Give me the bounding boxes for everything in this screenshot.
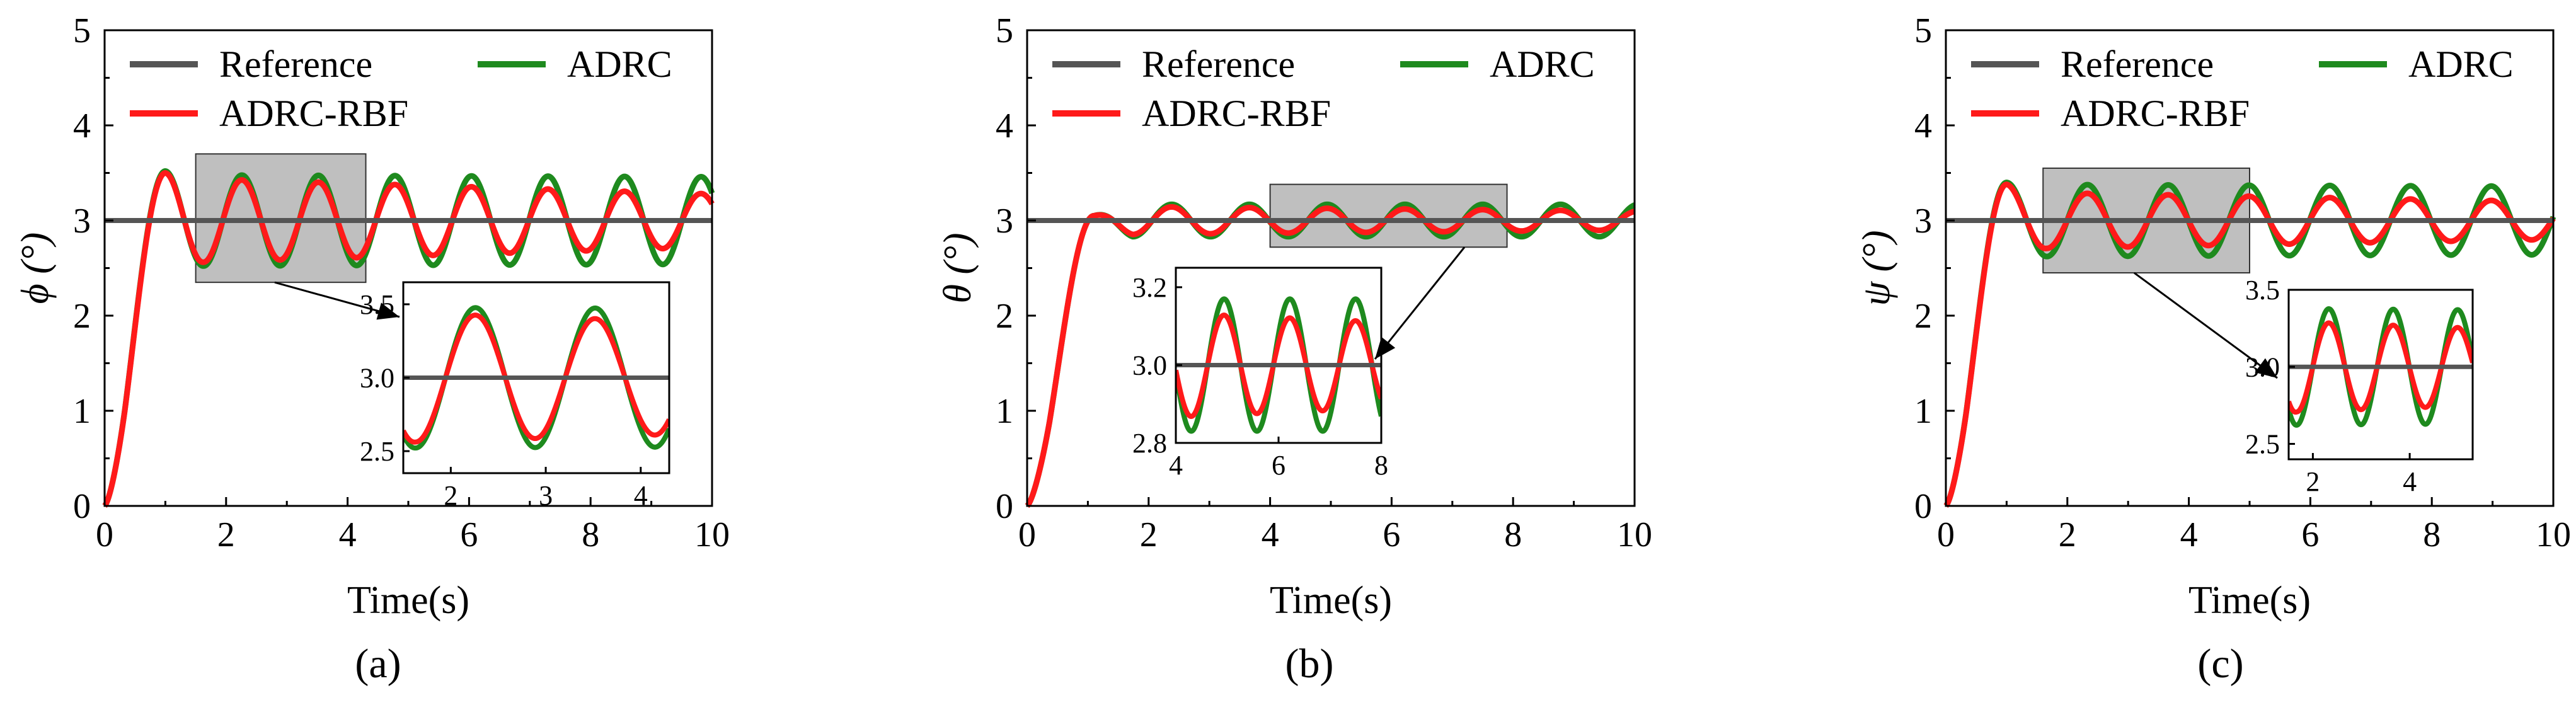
y-tick-label: 0 bbox=[73, 487, 91, 526]
inset-x-tick-label: 2 bbox=[2306, 466, 2320, 497]
x-tick-label: 0 bbox=[1937, 515, 1955, 554]
zoom-arrow-head bbox=[2255, 358, 2277, 378]
x-tick-label: 4 bbox=[339, 515, 357, 554]
inset-y-tick-label: 3.0 bbox=[1132, 350, 1167, 381]
inset-y-tick-label: 2.5 bbox=[2245, 429, 2280, 460]
inset-y-tick-label: 2.8 bbox=[1132, 428, 1167, 459]
y-tick-label: 3 bbox=[73, 202, 91, 241]
y-tick-label: 1 bbox=[1914, 392, 1932, 431]
y-tick-label: 3 bbox=[1914, 202, 1932, 241]
inset-lines bbox=[2289, 306, 2473, 428]
x-tick-label: 4 bbox=[2180, 515, 2198, 554]
inset-lines bbox=[403, 305, 669, 451]
y-tick-label: 2 bbox=[996, 297, 1013, 336]
legend: Reference ADRC ADRC-RBF bbox=[1052, 43, 1595, 134]
zoom-arrow-line bbox=[2133, 272, 2278, 379]
x-axis-label: Time(s) bbox=[347, 579, 469, 622]
x-tick-label: 8 bbox=[582, 515, 599, 554]
legend: Reference ADRC ADRC-RBF bbox=[1971, 43, 2514, 134]
y-tick-label: 2 bbox=[1914, 297, 1932, 336]
y-tick-label: 4 bbox=[1914, 106, 1932, 146]
panel-label: (b) bbox=[1285, 641, 1334, 687]
y-tick-label: 0 bbox=[1914, 487, 1932, 526]
legend: Reference ADRC ADRC-RBF bbox=[130, 43, 672, 134]
x-tick-label: 8 bbox=[1504, 515, 1522, 554]
legend-label: ADRC-RBF bbox=[219, 93, 408, 134]
x-tick-label: 0 bbox=[96, 515, 113, 554]
legend-label: ADRC-RBF bbox=[2061, 93, 2250, 134]
y-tick-label: 3 bbox=[996, 202, 1013, 241]
series-line-adrc-rbf bbox=[1025, 203, 1637, 508]
legend-label: Reference bbox=[2061, 43, 2214, 85]
x-tick-label: 0 bbox=[1018, 515, 1036, 554]
x-tick-label: 10 bbox=[2536, 515, 2571, 554]
inset-y-tick-label: 3.0 bbox=[360, 363, 394, 394]
panel-b: 0 2 4 6 8 10 0 1 2 3 4 5 Time(s) θ (°) Reference ADRC AD… bbox=[936, 11, 1652, 687]
y-tick-label: 4 bbox=[996, 106, 1013, 146]
y-tick-label: 4 bbox=[73, 106, 91, 146]
panel-a: 0 2 4 6 8 10 0 1 2 3 4 5 Time(s) ϕ (°) Reference ADRC AD… bbox=[14, 11, 730, 687]
y-tick-label: 1 bbox=[73, 392, 91, 431]
x-tick-label: 10 bbox=[694, 515, 730, 554]
x-axis-label: Time(s) bbox=[1270, 579, 1392, 622]
zoom-arrow-line bbox=[1374, 246, 1466, 360]
y-tick-label: 5 bbox=[73, 11, 91, 50]
x-tick-label: 6 bbox=[1383, 515, 1400, 554]
inset-x-tick-label: 3 bbox=[539, 480, 553, 511]
legend-label: Reference bbox=[219, 43, 372, 85]
panel-c: 0 2 4 6 8 10 0 1 2 3 4 5 Time(s) ψ (°) Reference ADRC AD… bbox=[1855, 11, 2571, 687]
zoom-arrow-head bbox=[376, 302, 400, 320]
x-tick-label: 2 bbox=[2059, 515, 2076, 554]
x-tick-label: 2 bbox=[217, 515, 235, 554]
inset-background bbox=[2289, 290, 2473, 459]
legend-label: Reference bbox=[1142, 43, 1295, 85]
legend-label: ADRC bbox=[1490, 43, 1595, 85]
x-tick-label: 4 bbox=[1262, 515, 1279, 554]
inset-frame bbox=[2287, 289, 2474, 461]
inset-lines bbox=[1176, 296, 1381, 434]
x-tick-label: 8 bbox=[2423, 515, 2441, 554]
inset-y-tick-label: 3.2 bbox=[1132, 272, 1167, 303]
inset-x-tick-label: 8 bbox=[1374, 450, 1388, 481]
inset-x-tick-label: 4 bbox=[634, 480, 648, 511]
series-line-adrc-rbf bbox=[102, 170, 715, 508]
inset-x-tick-label: 6 bbox=[1272, 450, 1285, 481]
inset-y-tick-label: 2.5 bbox=[360, 436, 394, 467]
inset-x-tick-label: 4 bbox=[2403, 466, 2417, 497]
inset-background bbox=[1176, 268, 1381, 443]
series-line-adrc-rbf bbox=[1943, 181, 2556, 508]
y-tick-label: 0 bbox=[996, 487, 1013, 526]
zoom-arrow-head bbox=[1375, 336, 1396, 359]
y-axis-label: ψ (°) bbox=[1855, 230, 1898, 306]
inset-x-tick-label: 4 bbox=[1169, 450, 1183, 481]
series-line-adrc bbox=[1943, 180, 2556, 508]
y-tick-label: 5 bbox=[996, 11, 1013, 50]
inset-plot: 4 6 8 2.8 3.0 3.2 bbox=[1132, 267, 1388, 481]
inset-y-tick-label: 3.5 bbox=[2245, 275, 2280, 306]
inset-plot: 242.53.03.5 bbox=[2245, 275, 2474, 497]
inset-series-line-adrc-rbf bbox=[1176, 312, 1381, 419]
x-tick-label: 6 bbox=[2301, 515, 2319, 554]
panel-label: (c) bbox=[2197, 641, 2243, 687]
y-tick-label: 5 bbox=[1914, 11, 1932, 50]
legend-label: ADRC bbox=[2408, 43, 2514, 85]
inset-plot: 2 3 42.53.03.5 bbox=[360, 281, 670, 511]
x-tick-label: 10 bbox=[1617, 515, 1652, 554]
legend-label: ADRC-RBF bbox=[1142, 93, 1331, 134]
y-axis-label: ϕ (°) bbox=[14, 232, 57, 304]
y-tick-label: 1 bbox=[996, 392, 1013, 431]
y-axis-label: θ (°) bbox=[936, 232, 979, 303]
x-tick-label: 6 bbox=[460, 515, 478, 554]
x-tick-label: 2 bbox=[1140, 515, 1158, 554]
y-tick-label: 2 bbox=[73, 297, 91, 336]
legend-label: ADRC bbox=[567, 43, 672, 85]
inset-x-tick-label: 2 bbox=[444, 480, 457, 511]
zoom-arrow-line bbox=[274, 281, 400, 318]
panel-label: (a) bbox=[355, 641, 401, 687]
x-axis-label: Time(s) bbox=[2188, 579, 2311, 622]
